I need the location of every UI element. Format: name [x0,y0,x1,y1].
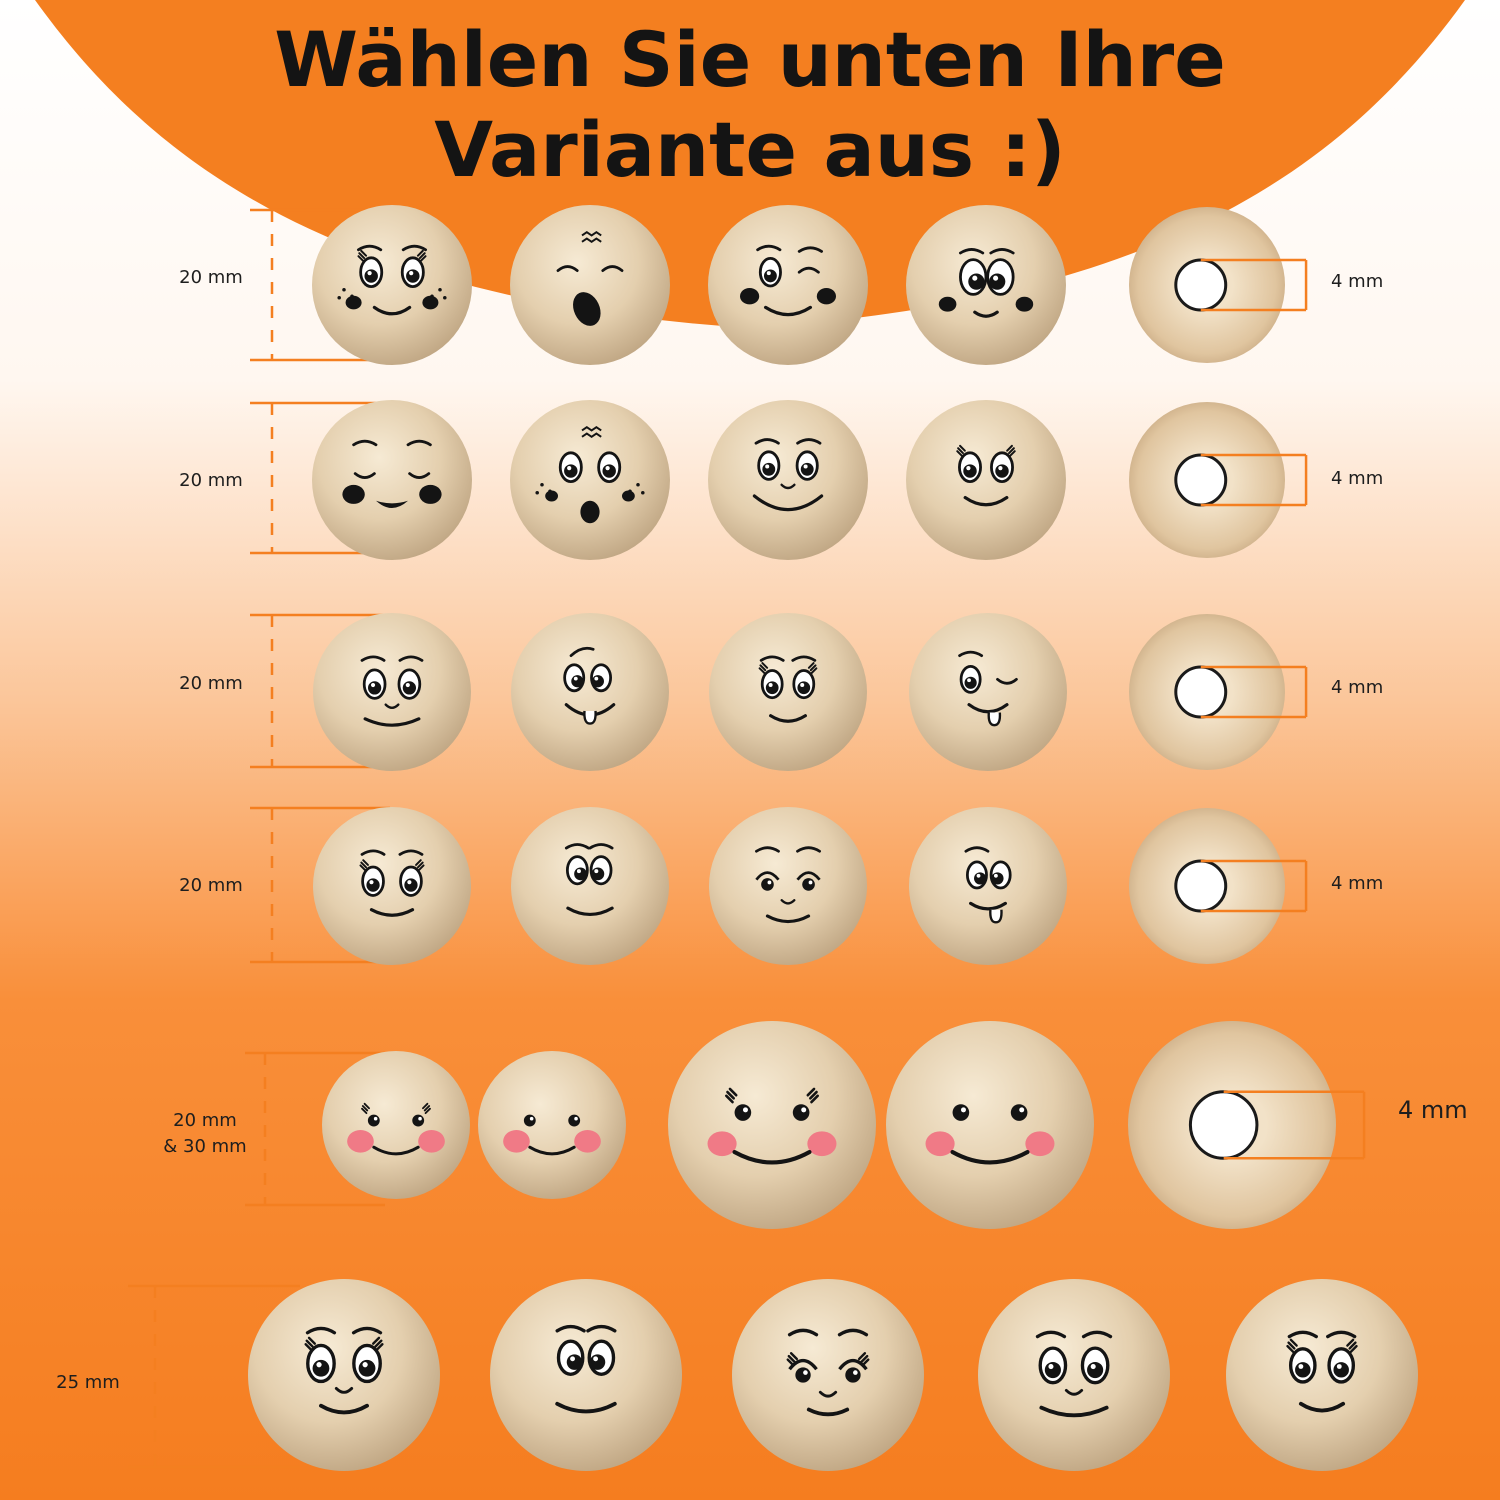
bead-hole-diagram [1129,808,1308,964]
bead-hole-diagram [1128,1021,1366,1229]
face-bead-big-grin[interactable] [708,400,868,560]
face-bead-sleepy-lashes[interactable] [732,1279,924,1471]
size-bracket [245,1051,385,1207]
face-bead-sleepy-smile[interactable] [709,807,867,965]
size-bracket [250,613,390,769]
face-bead-cross-eyed-tongue[interactable] [909,807,1067,965]
title-line-2: Variante aus :) [434,105,1066,194]
size-label: 20 mm & 30 mm [163,1110,247,1157]
hole-size-label: 4 mm [1398,1096,1468,1124]
face-bead-closed-eyes-smile[interactable] [312,400,472,560]
face-bead-blush-large[interactable] [886,1021,1094,1229]
hole-diagrams [1128,207,1366,1229]
face-bead-cross-eyed[interactable] [511,807,669,965]
size-label: 20 mm [179,875,243,896]
title-line-1: Wählen Sie unten Ihre [274,15,1226,104]
face-bead-wink-surprise[interactable] [510,205,670,365]
face-bead-cross-eyed-smile[interactable] [490,1279,682,1471]
hole-size-label: 4 mm [1331,873,1384,894]
size-label: 20 mm [179,470,243,491]
face-bead-girl-smile[interactable] [313,807,471,965]
face-bead-wink-smile[interactable] [708,205,868,365]
size-bracket [250,806,390,964]
bead-hole-diagram [1129,614,1308,770]
size-label: 20 mm [179,673,243,694]
hole-size-label: 4 mm [1331,468,1384,489]
bead-hole-diagram [1129,207,1308,363]
face-bead-lashes-smile[interactable] [1226,1279,1418,1471]
face-bead-wink-tongue[interactable] [909,613,1067,771]
face-bead-tongue-out[interactable] [511,613,669,771]
face-bead-googly-eyes[interactable] [906,205,1066,365]
bead-hole-diagram [1129,402,1308,558]
face-bead-surprised-freckles[interactable] [510,400,670,560]
face-bead-girl-freckles[interactable] [312,205,472,365]
face-bead-content-smile[interactable] [313,613,471,771]
face-bead-girl-lashes[interactable] [248,1279,440,1471]
page-title: Wählen Sie unten Ihre Variante aus :) [0,15,1500,195]
face-bead-blush-lashes-large[interactable] [668,1021,876,1229]
face-bead-lashes-smile[interactable] [709,613,867,771]
size-label: 20 mm [179,267,243,288]
face-bead-happy-lashes[interactable] [906,400,1066,560]
face-beads [248,205,1418,1471]
size-label: 25 mm [56,1372,120,1393]
size-bracket [128,1284,300,1469]
face-bead-content-smile[interactable] [978,1279,1170,1471]
hole-size-label: 4 mm [1331,677,1384,698]
hole-size-label: 4 mm [1331,271,1384,292]
face-bead-blush-small[interactable] [478,1051,626,1199]
face-bead-blush-lashes-small[interactable] [322,1051,470,1199]
